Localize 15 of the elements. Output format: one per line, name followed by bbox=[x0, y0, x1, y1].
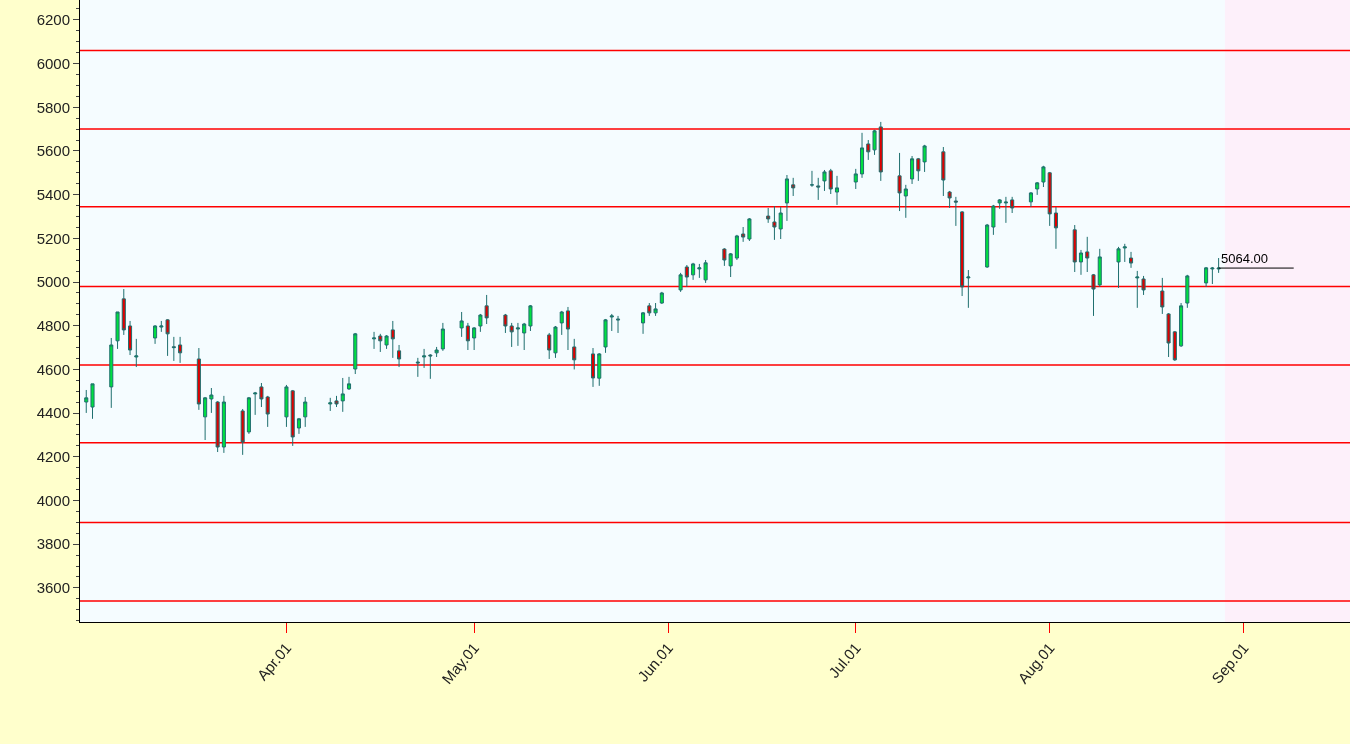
y-tick-label: 3800 bbox=[36, 535, 70, 553]
y-tick-label: 5400 bbox=[36, 185, 70, 203]
y-tick-label: 6000 bbox=[36, 54, 70, 72]
annotation: 5064.00 bbox=[1221, 251, 1268, 266]
y-tick-label: 5600 bbox=[36, 142, 70, 160]
y-tick-label: 5200 bbox=[36, 229, 70, 247]
y-tick-label: 3600 bbox=[36, 579, 70, 597]
y-tick-label: 6200 bbox=[36, 11, 70, 29]
y-tick-label: 4200 bbox=[36, 448, 70, 466]
y-tick-label: 5800 bbox=[36, 98, 70, 116]
y-tick-label: 4600 bbox=[36, 360, 70, 378]
y-tick-label: 4800 bbox=[36, 317, 70, 334]
y-tick-label: 4400 bbox=[36, 404, 70, 422]
y-tick-label: 4000 bbox=[36, 491, 70, 509]
y-tick-label: 5000 bbox=[36, 273, 70, 291]
